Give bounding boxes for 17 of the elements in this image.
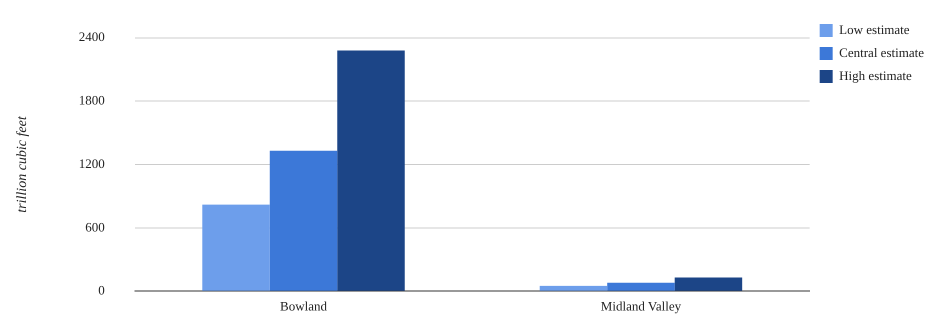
y-tick-label: 0 <box>98 282 105 298</box>
x-tick-label: Bowland <box>280 298 328 314</box>
x-tick-label: Midland Valley <box>600 298 682 314</box>
legend-label: Low estimate <box>839 22 910 37</box>
legend-label: High estimate <box>839 68 912 83</box>
y-axis-title: trillion cubic feet <box>15 115 30 213</box>
bar <box>202 204 270 291</box>
y-tick-label: 1800 <box>78 92 105 108</box>
bar <box>540 286 608 291</box>
legend-label: Central estimate <box>839 44 924 60</box>
bar <box>674 277 742 291</box>
bar <box>337 50 405 291</box>
y-tick-label: 2400 <box>78 29 105 44</box>
bar <box>270 150 338 291</box>
y-tick-label: 1200 <box>78 156 105 171</box>
bar <box>607 282 675 291</box>
y-tick-label: 600 <box>85 219 105 234</box>
